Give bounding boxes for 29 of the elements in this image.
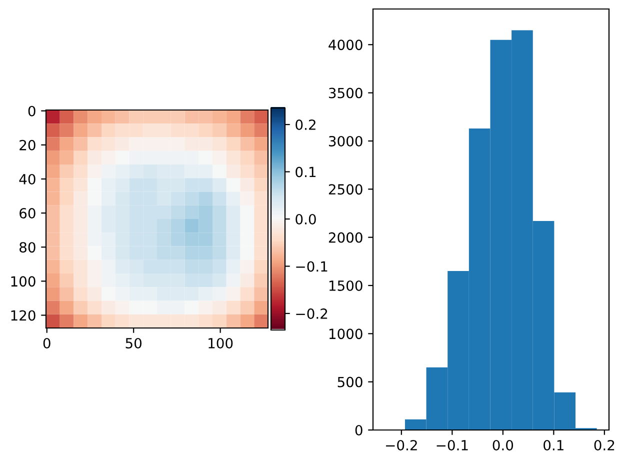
x-tick-label: 0	[43, 338, 50, 348]
y-tick-label: 20	[20, 140, 36, 150]
y-tick-label: 100	[11, 276, 36, 287]
y-tick-label: 60	[20, 208, 36, 219]
color-bar-label: −0.1	[296, 261, 328, 272]
y-tick-label: 80	[20, 242, 36, 253]
y-tick-label: 0	[355, 424, 362, 436]
y-tick-label: 4000	[328, 40, 362, 50]
y-tick-label: 2500	[328, 184, 362, 195]
y-tick-label: 120	[11, 310, 36, 321]
x-tick-label: 50	[126, 338, 142, 348]
color-bar-label: 0.2	[296, 120, 316, 130]
y-tick-label: 40	[19, 174, 36, 184]
x-tick-label: 0.2	[594, 440, 614, 450]
color-bar-label: −0.2	[296, 308, 328, 319]
color-bar-label: 0.0	[296, 214, 316, 224]
x-tick-label: 0.0	[492, 440, 514, 450]
y-tick-label: 500	[338, 376, 362, 388]
y-tick-label: 1500	[329, 280, 362, 291]
y-tick-label: 3500	[328, 88, 362, 98]
y-tick-label: 1000	[329, 328, 362, 340]
y-tick-label: 2000	[328, 232, 362, 243]
x-tick-label: −0.1	[436, 440, 468, 450]
x-tick-label: 0.1	[544, 440, 564, 450]
y-tick-label: 3000	[328, 136, 362, 146]
color-bar-label: 0.1	[296, 166, 316, 178]
x-tick-label: 100	[208, 338, 233, 348]
x-tick-label: −0.2	[386, 440, 417, 450]
y-tick-label: 0	[28, 106, 36, 116]
